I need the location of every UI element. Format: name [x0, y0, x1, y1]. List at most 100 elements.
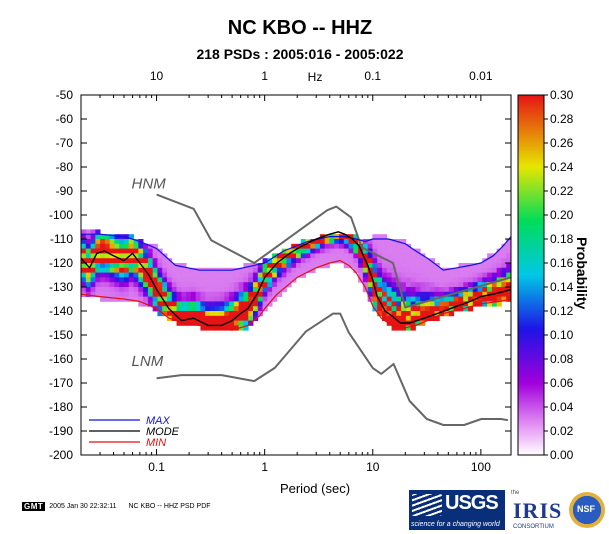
- heatmap-cell: [506, 253, 512, 259]
- heatmap-cell: [372, 267, 378, 273]
- heatmap-cell: [391, 272, 397, 278]
- heatmap-cell: [210, 282, 216, 288]
- heatmap-cell: [133, 243, 139, 249]
- heatmap-cell: [410, 282, 416, 288]
- heatmap-cell: [367, 272, 373, 278]
- heatmap-cell: [429, 291, 435, 297]
- heatmap-cell: [382, 258, 388, 264]
- heatmap-cell: [133, 263, 139, 269]
- heatmap-cell: [162, 311, 168, 317]
- heatmap-cell: [190, 320, 197, 326]
- heatmap-cell: [81, 253, 87, 259]
- heatmap-cell: [162, 272, 168, 278]
- heatmap-cell: [425, 306, 431, 312]
- heatmap-cell: [353, 253, 359, 259]
- top-tick-label: 0.1: [364, 69, 381, 83]
- heatmap-cell: [210, 320, 216, 326]
- heatmap-cell: [367, 291, 373, 297]
- heatmap-cell: [324, 258, 330, 264]
- heatmap-cell: [348, 234, 354, 240]
- heatmap-cell: [377, 277, 383, 283]
- chart-subtitle: 218 PSDs : 2005:016 - 2005:022: [196, 46, 403, 62]
- heatmap-cell: [205, 315, 211, 321]
- heatmap-cell: [157, 306, 163, 312]
- heatmap-cell: [243, 311, 249, 317]
- heatmap-cell: [410, 258, 416, 264]
- heatmap-cell: [329, 253, 335, 259]
- heatmap-cell: [186, 301, 192, 307]
- heatmap-cell: [181, 291, 187, 297]
- heatmap-cell: [195, 296, 201, 302]
- heatmap-cell: [463, 291, 469, 297]
- heatmap-cell: [181, 315, 187, 321]
- heatmap-cell: [253, 296, 259, 302]
- heatmap-cell: [429, 258, 435, 264]
- heatmap-cell: [248, 291, 254, 297]
- heatmap-cell: [95, 287, 101, 293]
- heatmap-cell: [405, 291, 412, 297]
- heatmap-cell: [487, 296, 493, 302]
- heatmap-cell: [439, 306, 445, 312]
- heatmap-cell: [491, 253, 498, 259]
- heatmap-cell: [152, 253, 158, 259]
- heatmap-cell: [95, 258, 101, 264]
- heatmap-cell: [496, 296, 502, 302]
- heatmap-cell: [410, 301, 416, 307]
- heatmap-cell: [496, 287, 502, 293]
- heatmap-cell: [415, 267, 421, 273]
- heatmap-cell: [181, 267, 187, 273]
- heatmap-cell: [501, 291, 507, 297]
- heatmap-cell: [276, 277, 283, 283]
- heatmap-cell: [95, 277, 101, 283]
- colorbar-tick-label: 0.26: [550, 136, 574, 150]
- heatmap-cell: [305, 253, 311, 259]
- heatmap-cell: [167, 267, 173, 273]
- heatmap-cell: [401, 311, 407, 317]
- heatmap-cell: [186, 282, 192, 288]
- heatmap-cell: [382, 277, 388, 283]
- heatmap-cell: [396, 296, 402, 302]
- heatmap-cell: [171, 291, 177, 297]
- heatmap-cell: [219, 301, 225, 307]
- heatmap-cell: [448, 272, 455, 278]
- x-tick-label: 0.1: [148, 460, 165, 474]
- heatmap-cell: [487, 263, 493, 269]
- heatmap-cell: [262, 277, 268, 283]
- heatmap-cell: [243, 325, 249, 331]
- heatmap-cell: [157, 267, 163, 273]
- usgs-wave-icon: [412, 494, 442, 516]
- heatmap-cell: [386, 248, 392, 254]
- heatmap-cell: [114, 287, 120, 293]
- heatmap-cell: [401, 258, 407, 264]
- colorbar-tick-label: 0.14: [550, 280, 574, 294]
- heatmap-cell: [85, 253, 91, 259]
- y-tick-label: -50: [56, 88, 74, 102]
- heatmap-cell: [114, 267, 120, 273]
- heatmap-cell: [124, 243, 130, 249]
- heatmap-cell: [343, 253, 349, 259]
- heatmap-cell: [458, 291, 464, 297]
- heatmap-cell: [253, 287, 259, 293]
- heatmap-cell: [391, 306, 397, 312]
- heatmap-cell: [296, 263, 302, 269]
- usgs-logo: USGS science for a changing world: [409, 490, 505, 530]
- heatmap-cell: [171, 301, 177, 307]
- heatmap-cell: [267, 272, 273, 278]
- heatmap-cell: [147, 253, 154, 259]
- heatmap-cell: [104, 282, 111, 288]
- heatmap-cell: [377, 301, 383, 307]
- heatmap-cell: [224, 291, 230, 297]
- heatmap-cell: [487, 282, 493, 288]
- heatmap-cell: [157, 282, 163, 288]
- heatmap-cell: [262, 258, 268, 264]
- heatmap-cell: [128, 296, 134, 302]
- heatmap-cell: [124, 253, 130, 259]
- heatmap-cell: [214, 277, 220, 283]
- heatmap-cell: [291, 258, 297, 264]
- heatmap-cell: [276, 267, 283, 273]
- heatmap-cell: [243, 301, 249, 307]
- heatmap-cell: [229, 301, 235, 307]
- heatmap-cell: [310, 253, 316, 259]
- heatmap-cell: [463, 267, 469, 273]
- heatmap-cell: [420, 277, 426, 283]
